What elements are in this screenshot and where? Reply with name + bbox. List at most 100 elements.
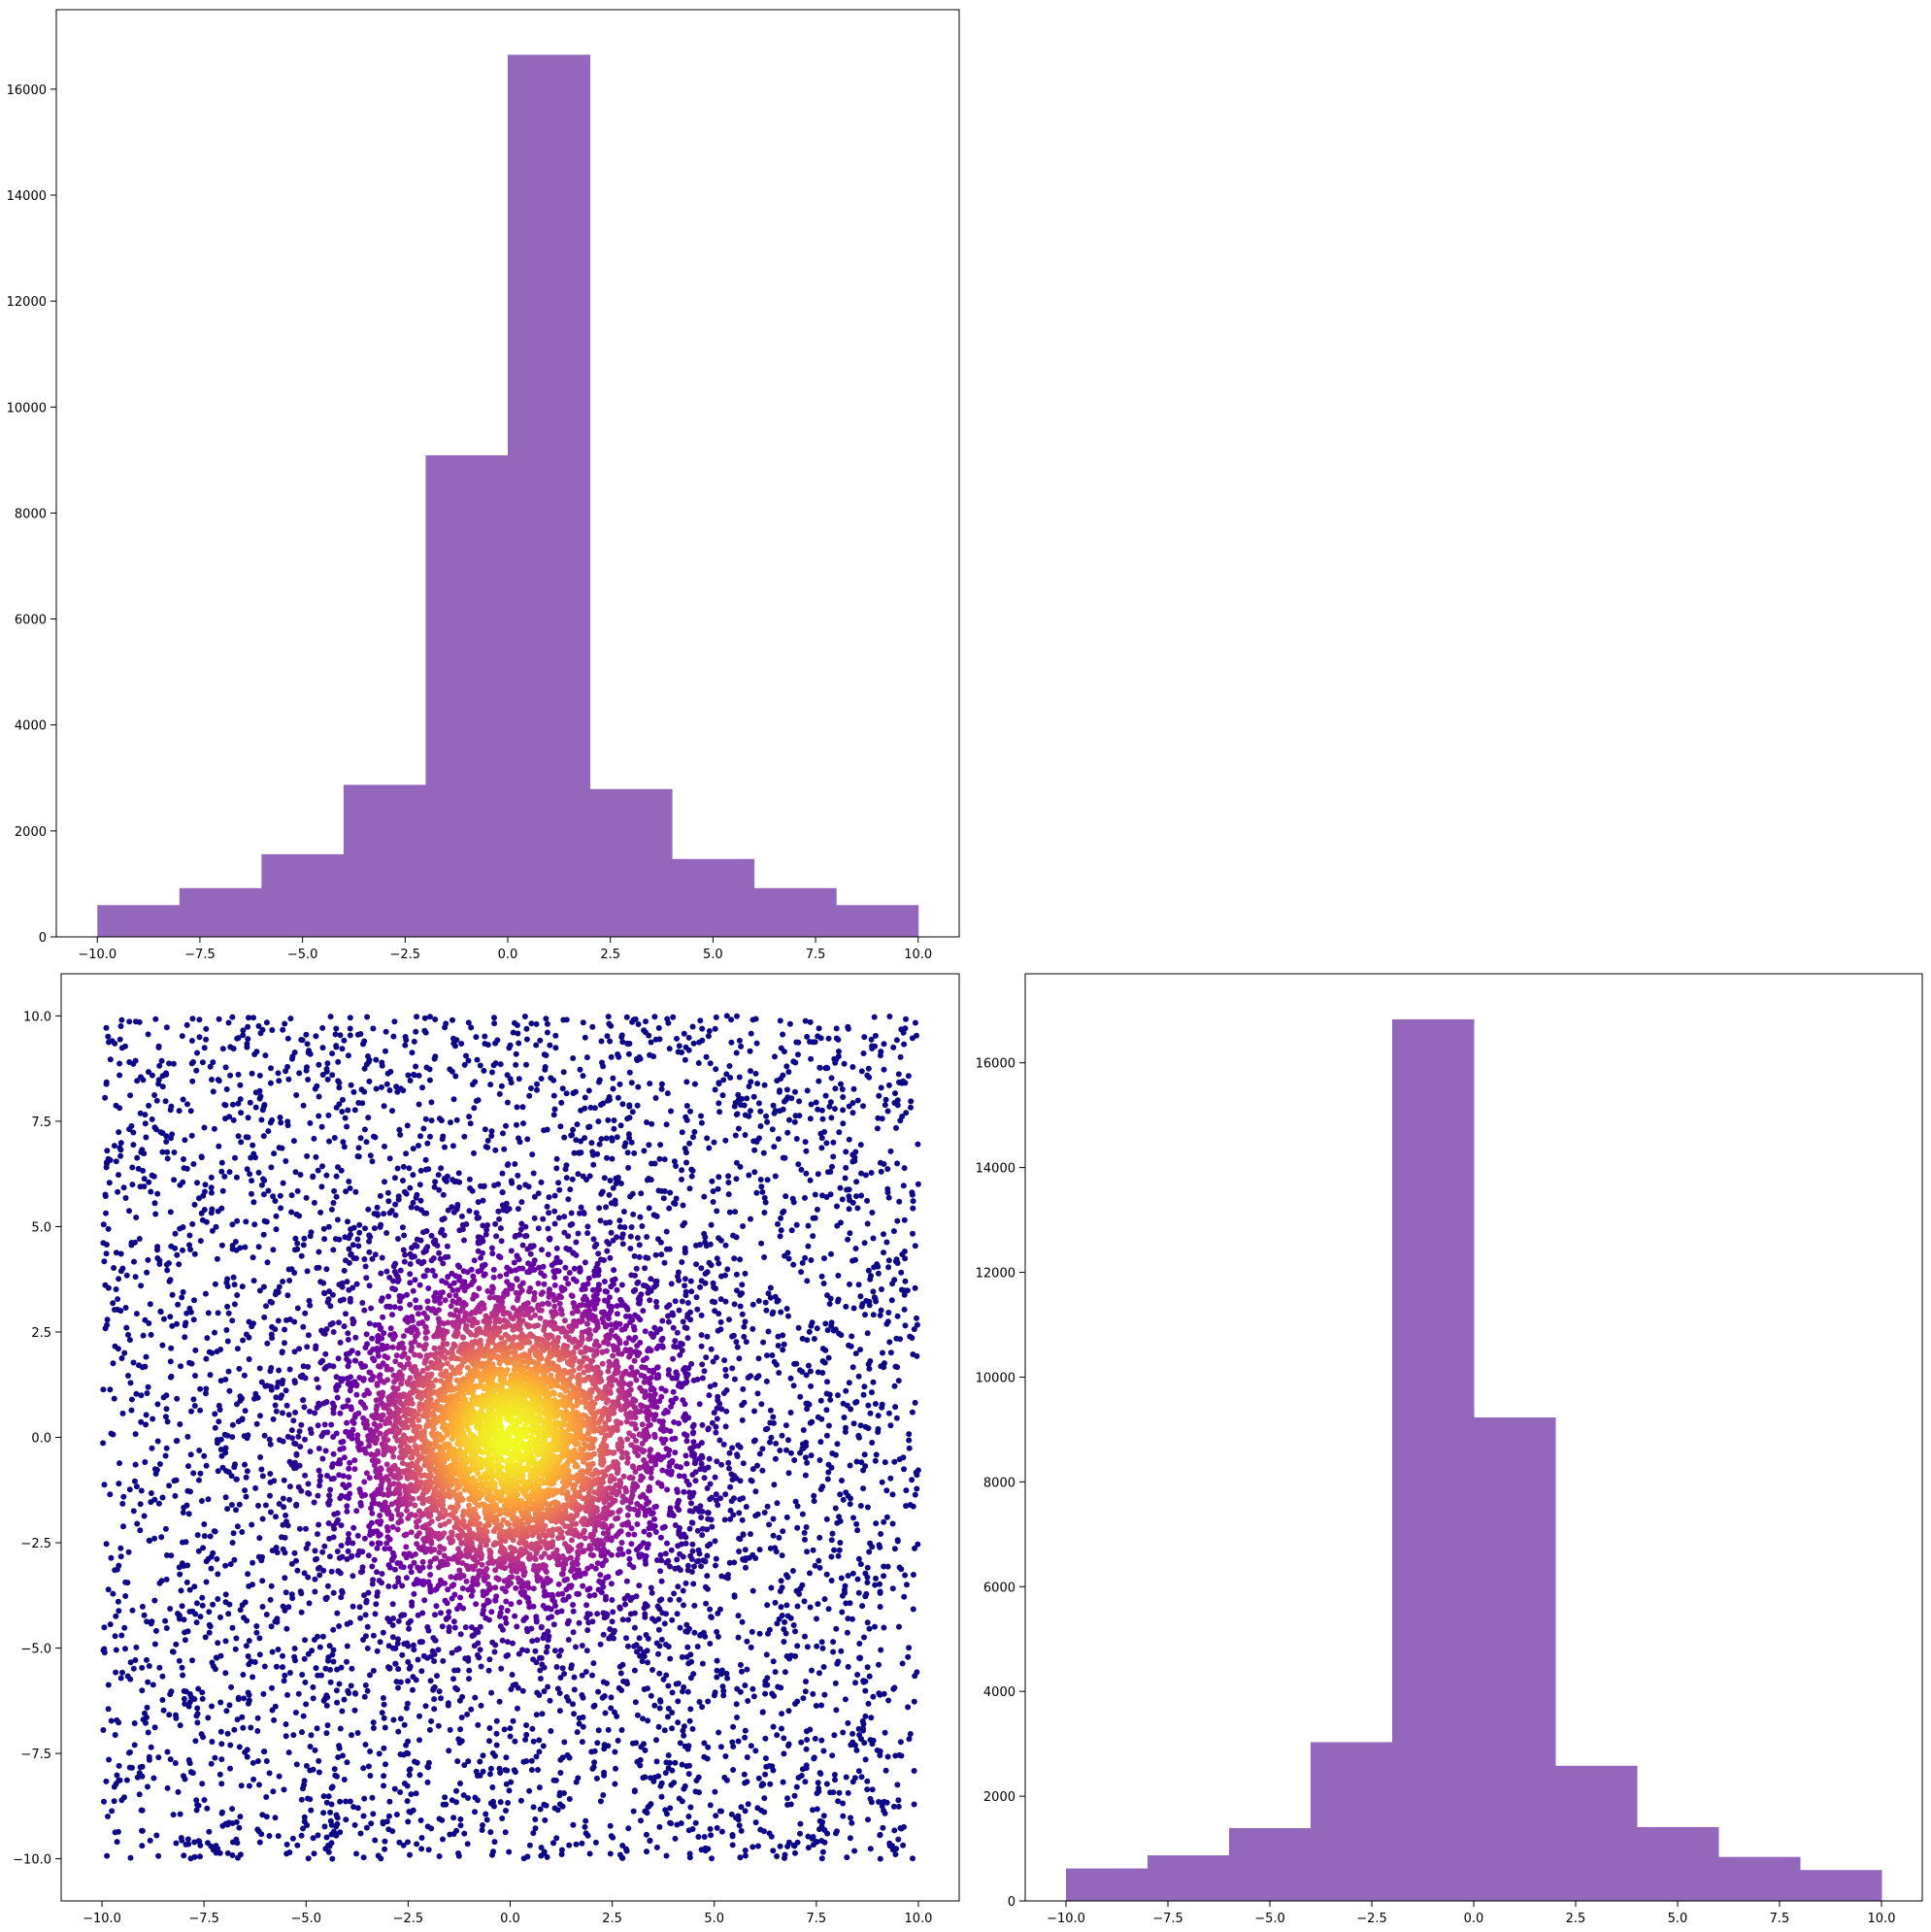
scatter-point [767,1284,774,1291]
scatter-point [860,1050,867,1056]
scatter-point [285,1412,292,1418]
scatter-point [816,1670,822,1677]
scatter-point [506,1787,513,1794]
scatter-point [167,1277,174,1283]
scatter-point [910,1855,916,1862]
histogram-top-left: −10.0 −7.5 −5.0 −2.5 0.0 2.5 5.0 7.5 10.00200040… [7,9,960,962]
scatter-point [132,1657,139,1663]
scatter-point [138,1392,145,1399]
scatter-point [395,1575,402,1582]
scatter-point [891,1458,898,1465]
scatter-point [910,1198,916,1205]
x-tick-label: 7.5 [806,948,826,962]
scatter-point [209,1077,215,1083]
scatter-point [516,1076,522,1083]
scatter-point [411,1647,417,1653]
scatter-point [240,1724,247,1731]
scatter-point [118,1632,125,1639]
scatter-point [769,1352,776,1358]
scatter-point [694,1527,701,1534]
scatter-point [662,1641,669,1648]
scatter-point [277,1192,283,1199]
scatter-point [244,1044,250,1050]
scatter-point [803,1762,810,1769]
scatter-point [273,1226,280,1233]
scatter-point [279,1349,285,1356]
scatter-point [165,1260,172,1267]
scatter-point [857,1561,864,1568]
scatter-point [142,1112,149,1118]
scatter-point [324,1429,331,1436]
scatter-point [312,1085,318,1092]
scatter-point [819,1645,826,1651]
scatter-point [858,1170,864,1177]
scatter-point [519,1687,526,1694]
scatter-point [652,1529,659,1535]
scatter-point [222,1102,229,1109]
scatter-point [245,1134,251,1141]
scatter-point [354,1349,361,1356]
scatter-point [192,1738,199,1745]
scatter-point [608,1705,615,1712]
scatter-point [362,1633,369,1640]
scatter-point [428,1717,435,1724]
scatter-point [341,1777,348,1782]
scatter-point [297,1172,304,1178]
scatter-point [733,1112,740,1117]
scatter-point [286,1670,293,1676]
scatter-point [237,1607,244,1614]
scatter-point [699,1525,706,1532]
scatter-point [188,1132,195,1139]
scatter-point [583,1602,590,1609]
scatter-point [892,1404,899,1411]
scatter-point [294,1240,301,1247]
scatter-point [278,1205,284,1212]
scatter-point [641,1649,648,1656]
scatter-point [645,1541,651,1548]
scatter-point [771,1482,778,1488]
scatter-point [721,1516,728,1523]
scatter-point [166,1060,173,1067]
scatter-point [466,1676,472,1682]
scatter-point [255,1502,261,1509]
scatter-point [767,1545,774,1551]
scatter-point [764,1352,770,1359]
scatter-point [344,1658,350,1665]
scatter-point [125,1549,132,1555]
scatter-point [345,1336,351,1343]
scatter-point [104,1316,111,1323]
scatter-point [345,1687,351,1694]
scatter-point [101,1482,108,1488]
scatter-point [316,1644,323,1650]
scatter-point [418,1260,425,1267]
scatter-point [858,1192,865,1199]
scatter-point [519,1104,526,1111]
scatter-point [546,1633,552,1640]
scatter-point [330,1410,337,1416]
scatter-point [416,1713,422,1719]
scatter-point [626,1135,633,1142]
scatter-point [251,1659,258,1665]
scatter-point [667,1596,674,1603]
scatter-point [329,1783,336,1790]
scatter-point [113,1647,119,1653]
scatter-point [772,1053,778,1060]
scatter-point [684,1562,691,1569]
scatter-point [340,1438,347,1445]
scatter-point [170,1812,177,1818]
scatter-point [504,1608,511,1614]
scatter-point [755,1100,762,1107]
y-tick-label: 2000 [15,825,47,840]
scatter-point [383,1818,390,1825]
scatter-point [662,1807,669,1814]
scatter-point [149,1618,155,1625]
scatter-point [450,1676,456,1682]
scatter-point [692,1788,699,1795]
scatter-point [155,1500,162,1507]
scatter-point [117,1036,123,1043]
scatter-point [203,1579,210,1585]
scatter-point [127,1676,134,1682]
scatter-point [349,1348,355,1354]
scatter-point [869,1046,876,1051]
scatter-point [127,1854,134,1861]
